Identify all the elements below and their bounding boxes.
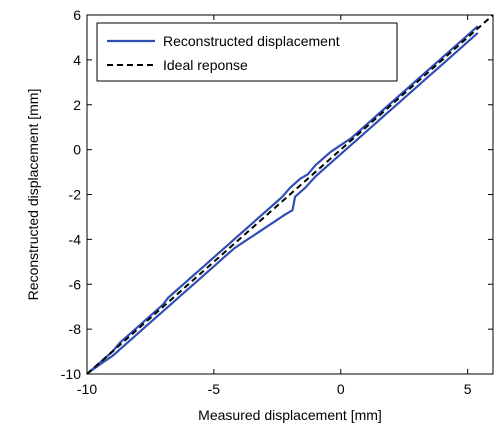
y-tick-label: 2 [73,97,81,113]
legend-label-reconstructed: Reconstructed displacement [163,33,340,49]
x-tick-label: 0 [337,381,345,397]
x-tick-label: -10 [77,381,97,397]
y-tick-label: -4 [69,231,82,247]
ticks-layer: -10 -5 0 5 -10 -8 -6 -4 -2 0 2 4 6 [61,7,493,397]
series-layer [86,14,494,375]
legend-box [96,22,398,82]
y-axis-label: Reconstructed displacement [mm] [25,89,41,301]
y-tick-label: 6 [73,7,81,23]
y-tick-label: 4 [73,52,81,68]
series-reconstructed-line-0 [88,25,479,373]
series-ideal-line [86,14,494,375]
y-tick-label: -6 [69,276,82,292]
series-reconstructed-line-1 [88,32,479,373]
y-tick-label: -10 [61,366,81,382]
legend-label-ideal: Ideal reponse [163,57,248,73]
x-tick-label: -5 [208,381,221,397]
y-tick-label: -2 [69,187,82,203]
legend: Reconstructed displacement Ideal reponse [96,22,398,82]
x-axis-label: Measured displacement [mm] [198,407,382,423]
x-tick-label: 5 [464,381,472,397]
y-tick-label: 0 [73,142,81,158]
y-tick-label: -8 [69,321,82,337]
